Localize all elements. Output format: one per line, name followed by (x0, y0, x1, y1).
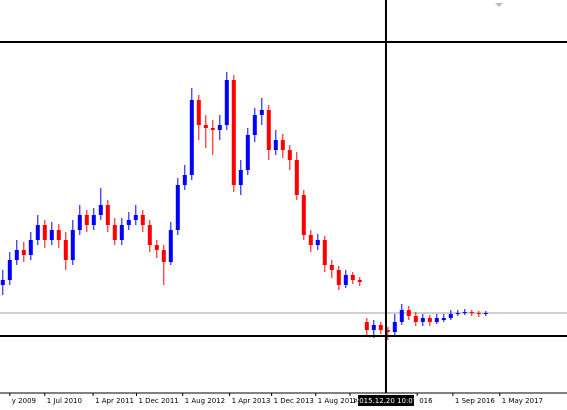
candle-body (7, 260, 12, 280)
candle-body (406, 310, 411, 316)
x-tick-label: 1 Apr 2011 (95, 397, 134, 405)
candle-body (63, 240, 68, 260)
candle-body (301, 195, 306, 235)
candle-body (343, 275, 348, 285)
candle-body (154, 245, 159, 250)
candle-body (28, 240, 33, 255)
candle-body (70, 230, 75, 260)
candle-body (385, 330, 390, 332)
candle-body (434, 318, 439, 322)
crosshair-label: 2015.12.20 10:07 (355, 397, 417, 405)
x-tick-label: 1 Aug 2014 (318, 397, 359, 405)
candle-body (245, 135, 250, 170)
candle-body (483, 313, 488, 314)
candle-body (49, 230, 54, 240)
candle-body (84, 215, 89, 225)
candle-body (98, 205, 103, 215)
x-tick-label: 1 Dec 2013 (274, 397, 314, 405)
candle-body (210, 128, 215, 130)
candle-body (224, 80, 229, 125)
x-tick-label: 1 Jul 2010 (47, 397, 82, 405)
candle-body (329, 265, 334, 270)
candle-body (231, 80, 236, 185)
candle-body (469, 312, 474, 313)
candle-body (308, 235, 313, 245)
candle-body (182, 175, 187, 185)
candle-body (350, 275, 355, 280)
candle-body (0, 280, 5, 285)
x-tick-label: 1 A (352, 397, 364, 405)
candle-body (21, 250, 26, 255)
candle-body (161, 250, 166, 262)
candle-body (294, 160, 299, 195)
x-tick-label: 1 May 2017 (502, 397, 543, 405)
candle-body (259, 110, 264, 115)
x-tick-label: 1 Aug 2012 (185, 397, 225, 405)
candle-body (105, 205, 110, 225)
candle-body (140, 215, 145, 225)
candle-body (287, 150, 292, 160)
candle-body (420, 318, 425, 322)
candle-body (364, 322, 369, 330)
candle-body (336, 270, 341, 285)
x-tick-label: 1 Dec 2011 (139, 397, 179, 405)
candle-body (168, 230, 173, 262)
x-tick-label: 1 Apr 2013 (232, 397, 271, 405)
scroll-marker (495, 3, 503, 7)
candle-body (119, 225, 124, 240)
candle-body (189, 100, 194, 175)
candle-body (35, 225, 40, 240)
candle-body (266, 110, 271, 150)
candle-body (252, 115, 257, 135)
candle-body (378, 325, 383, 330)
candle-body (427, 318, 432, 322)
candle-body (42, 225, 47, 240)
candle-body (357, 280, 362, 282)
candle-body (476, 313, 481, 314)
candle-body (392, 322, 397, 332)
candle-body (413, 316, 418, 322)
candle-body (56, 230, 61, 240)
candle-body (280, 140, 285, 150)
candle-body (203, 125, 208, 128)
candle-body (448, 314, 453, 318)
candle-body (196, 100, 201, 125)
candle-body (238, 170, 243, 185)
crosshair-label-box (357, 395, 414, 406)
candle-body (273, 140, 278, 150)
candle-body (462, 312, 467, 313)
candle-body (133, 215, 138, 220)
candle-body (455, 313, 460, 314)
x-tick-label: 1 Sep 2016 (455, 397, 495, 405)
candle-body (315, 240, 320, 245)
candle-body (91, 215, 96, 225)
candle-body (77, 215, 82, 230)
x-tick-label: 016 (419, 397, 433, 405)
candle-body (112, 225, 117, 240)
candle-body (217, 125, 222, 130)
candle-body (175, 185, 180, 230)
candle-body (126, 220, 131, 225)
candle-body (322, 240, 327, 265)
candle-body (147, 225, 152, 245)
candle-body (371, 325, 376, 330)
x-tick-label: y 2009 (12, 397, 36, 405)
candle-body (14, 250, 19, 260)
candle-body (399, 310, 404, 322)
candle-body (441, 318, 446, 320)
